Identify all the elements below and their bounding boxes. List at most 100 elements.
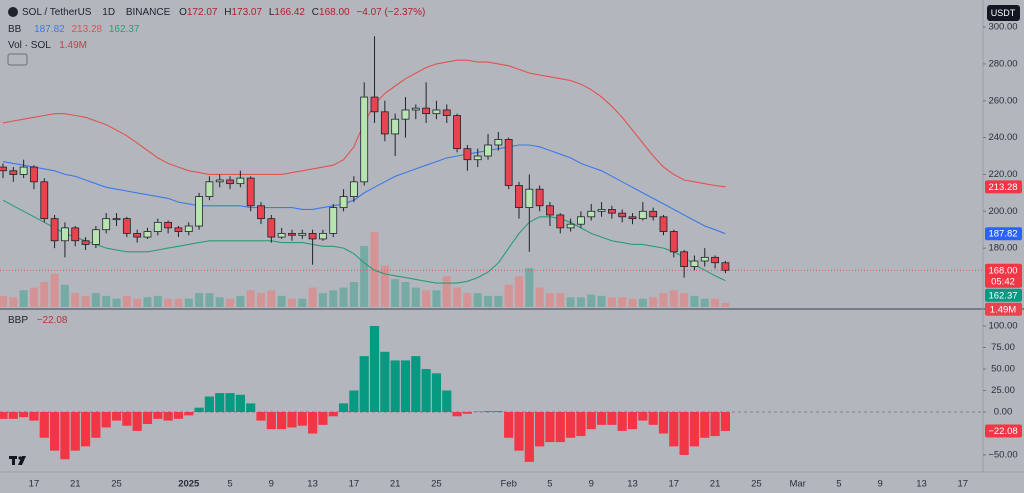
exchange: BINANCE — [126, 7, 171, 18]
band-line — [2, 144, 726, 235]
histogram-bar — [566, 411, 576, 438]
legend: SOL / TetherUS 1D BINANCE O172.07 H173.0… — [7, 7, 425, 326]
candle-body — [422, 107, 431, 115]
bb-value: 213.28 — [72, 24, 103, 35]
candle-body — [453, 115, 461, 150]
candle-body — [370, 96, 379, 113]
histogram-bar — [545, 411, 555, 443]
candle-body — [61, 227, 69, 242]
y-tick-label: 200.00 — [988, 206, 1017, 217]
volume-bar — [545, 293, 554, 307]
price-tag-label: 213.28 — [988, 182, 1017, 193]
histogram-bar — [277, 411, 287, 430]
y-tick-label: 260.00 — [988, 95, 1017, 106]
histogram-bar — [669, 411, 679, 447]
volume-bar — [649, 297, 658, 307]
candle-body — [40, 181, 49, 220]
candle-body — [298, 232, 307, 236]
price-tag — [985, 227, 1022, 241]
volume-bar — [174, 298, 183, 307]
histogram-bar — [349, 390, 359, 412]
y-tick-label: 180.00 — [988, 243, 1017, 254]
histogram-bar — [411, 356, 421, 412]
volume-bar — [535, 287, 544, 307]
volume-bar — [318, 293, 327, 307]
candle-body — [226, 179, 234, 185]
value-tag-label: −22.08 — [988, 426, 1017, 437]
histogram-bar — [338, 403, 349, 412]
currency-button[interactable]: USDT — [987, 5, 1020, 21]
histogram-bar — [204, 396, 214, 412]
candle-body — [638, 210, 647, 220]
volume-bar — [246, 290, 255, 307]
volume-bar — [494, 295, 503, 307]
histogram-bar — [318, 411, 328, 425]
x-tick-label: 25 — [751, 479, 762, 490]
volume-bar — [597, 295, 606, 307]
x-tick-label: 9 — [269, 479, 274, 490]
candle-body — [349, 181, 358, 197]
x-tick-label: 17 — [669, 479, 680, 490]
candle-body — [546, 205, 554, 216]
value-tag — [985, 424, 1022, 438]
interval: 1D — [102, 7, 115, 18]
candle-body — [577, 216, 585, 225]
x-tick-label: 5 — [547, 479, 552, 490]
histogram-bar — [173, 411, 184, 419]
histogram-bar — [400, 360, 411, 412]
candle-body — [236, 177, 245, 185]
candle-body — [690, 260, 699, 267]
candle-body — [9, 170, 18, 175]
histogram-bar — [194, 407, 204, 412]
volume-bar — [0, 295, 7, 307]
candle-body — [659, 216, 668, 232]
candle-body — [463, 148, 472, 161]
bb-legend: BB 187.82 213.28 162.37 — [8, 24, 140, 35]
histogram-bar — [524, 411, 534, 462]
histogram-bar — [700, 411, 710, 438]
vol-legend: Vol · SOL 1.49M — [8, 40, 87, 51]
candle-body — [380, 111, 389, 135]
candle-body — [277, 232, 286, 238]
volume-bar — [102, 295, 111, 307]
x-tick-label: 9 — [878, 479, 883, 490]
candle-body — [30, 166, 38, 183]
price-tag-label: 168.00 — [988, 265, 1017, 276]
volume-bar — [267, 290, 276, 307]
histogram-bar — [101, 411, 111, 428]
candle-body — [195, 196, 203, 227]
histogram-bar — [225, 393, 235, 412]
candle-body — [556, 214, 565, 229]
candle-body — [0, 166, 7, 172]
candle-body — [618, 212, 627, 218]
volume-bar — [680, 293, 689, 307]
volume-bar — [422, 290, 431, 307]
button-bg[interactable] — [987, 5, 1020, 21]
volume-bar — [659, 293, 668, 307]
volume-bar — [71, 293, 80, 307]
volume-bar — [122, 295, 131, 307]
histogram-bar — [297, 411, 307, 426]
button-label[interactable]: USDT — [991, 8, 1016, 18]
histogram-bar — [421, 369, 431, 412]
histogram-bar — [638, 411, 648, 421]
ohlc-key: C — [312, 7, 319, 18]
candle-body — [597, 209, 606, 212]
histogram-bar — [369, 326, 380, 412]
x-tick-label: Mar — [789, 479, 805, 490]
candle-body — [91, 229, 100, 245]
volume-bar — [432, 290, 441, 307]
candle-body — [164, 221, 173, 229]
collapse-button[interactable] — [7, 53, 28, 66]
candle-body — [153, 221, 162, 232]
x-tick-label: 25 — [431, 479, 442, 490]
candle-body — [391, 118, 400, 135]
histogram-bar — [442, 390, 452, 412]
volume-bar — [587, 294, 596, 307]
histogram-bar — [50, 411, 60, 451]
x-tick-label: 25 — [111, 479, 122, 490]
candle-body — [205, 181, 214, 197]
histogram-bar — [111, 411, 122, 421]
volume-bar — [638, 298, 647, 307]
